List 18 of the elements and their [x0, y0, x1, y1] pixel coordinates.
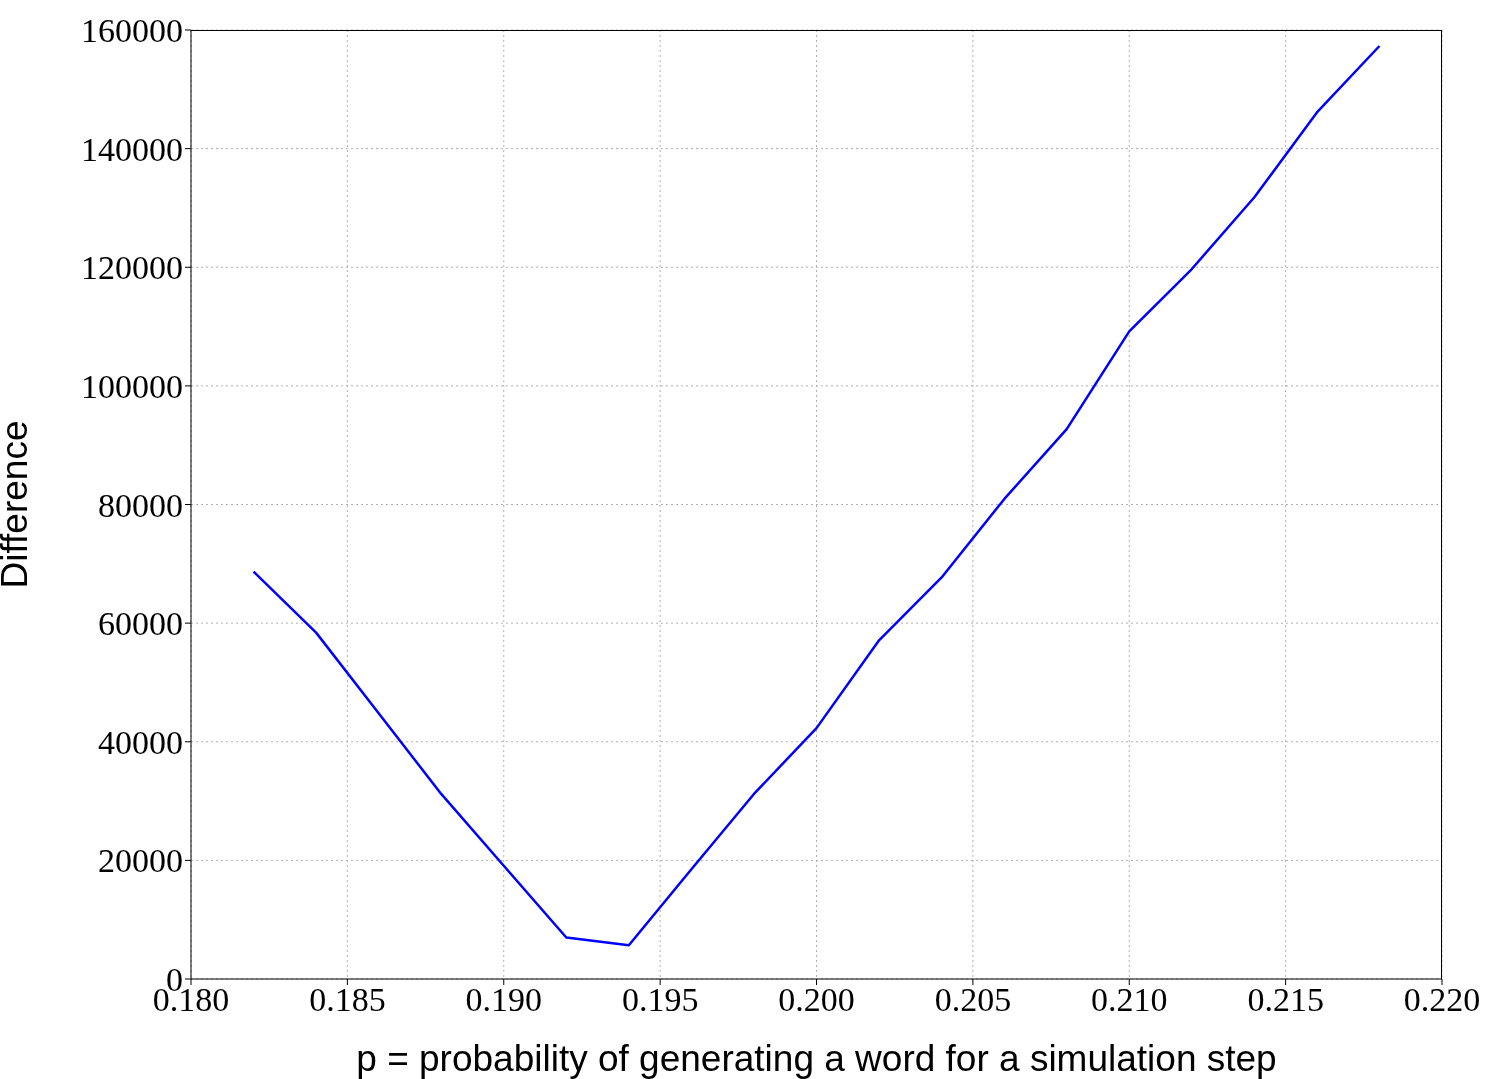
x-tick-label: 0.215 [1247, 981, 1324, 1019]
x-tick-label: 0.220 [1403, 981, 1481, 1019]
y-tick-label: 120000 [81, 249, 183, 287]
y-tick-label: 20000 [98, 842, 183, 880]
y-tick-label: 80000 [98, 486, 183, 524]
y-tick-label: 140000 [81, 130, 183, 168]
y-tick-label: 100000 [81, 367, 183, 405]
x-tick-label: 0.210 [1091, 981, 1168, 1019]
y-tick-label: 160000 [81, 12, 183, 50]
x-tick-label: 0.200 [778, 981, 855, 1019]
y-tick-label: 60000 [98, 605, 183, 643]
x-tick-label: 0.190 [465, 981, 542, 1019]
x-axis-title: p = probability of generating a word for a simulation step [356, 1038, 1277, 1079]
y-axis-title: Difference [0, 420, 36, 589]
y-tick-label: 40000 [98, 723, 183, 761]
x-tick-label: 0.205 [934, 981, 1012, 1019]
x-tick-label: 0.195 [621, 981, 699, 1019]
x-tick-label: 0.185 [309, 981, 386, 1019]
